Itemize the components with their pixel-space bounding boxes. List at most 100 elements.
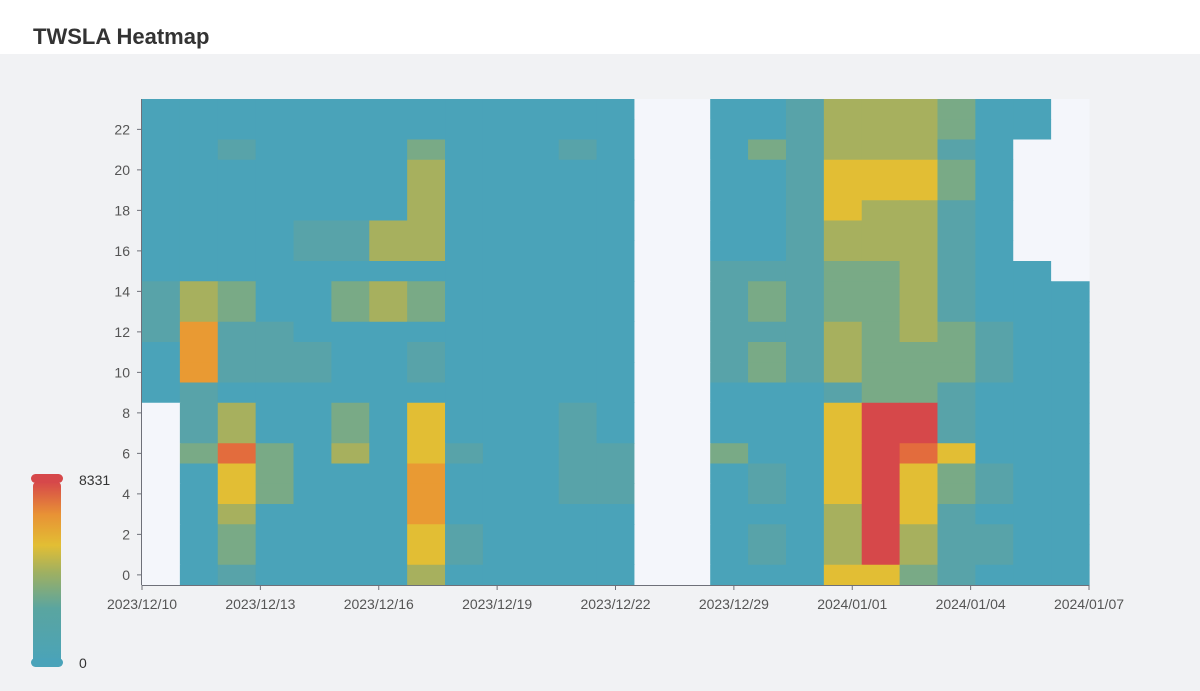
heatmap-cell[interactable] [823, 301, 863, 323]
heatmap-cell[interactable] [975, 544, 1014, 566]
heatmap-cell[interactable] [748, 119, 787, 141]
heatmap-cell[interactable] [748, 402, 787, 424]
heatmap-cell[interactable] [407, 159, 446, 181]
heatmap-cell[interactable] [407, 463, 446, 485]
heatmap-cell[interactable] [710, 99, 749, 120]
heatmap-cell[interactable] [634, 220, 673, 242]
heatmap-cell[interactable] [785, 564, 825, 586]
heatmap-cell[interactable] [634, 99, 673, 120]
heatmap-cell[interactable] [407, 443, 446, 465]
heatmap-cell[interactable] [217, 321, 257, 343]
heatmap-cell[interactable] [899, 139, 939, 161]
heatmap-cell[interactable] [558, 321, 598, 343]
heatmap-cell[interactable] [255, 443, 295, 465]
heatmap-cell[interactable] [1051, 342, 1090, 363]
heatmap-cell[interactable] [975, 524, 1014, 546]
heatmap-cell[interactable] [710, 504, 749, 525]
heatmap-cell[interactable] [255, 423, 295, 444]
heatmap-cell[interactable] [407, 200, 446, 222]
heatmap-cell[interactable] [634, 504, 673, 525]
heatmap-cell[interactable] [217, 261, 257, 282]
heatmap-cell[interactable] [217, 564, 257, 586]
heatmap-cell[interactable] [823, 423, 863, 444]
heatmap-cell[interactable] [407, 483, 446, 505]
heatmap-cell[interactable] [937, 564, 976, 586]
heatmap-cell[interactable] [937, 382, 976, 404]
heatmap-cell[interactable] [861, 261, 901, 282]
heatmap-cell[interactable] [596, 504, 636, 525]
heatmap-cell[interactable] [407, 544, 446, 566]
heatmap-cell[interactable] [785, 443, 825, 465]
heatmap-cell[interactable] [520, 544, 560, 566]
heatmap-cell[interactable] [558, 240, 598, 262]
heatmap-cell[interactable] [482, 159, 522, 181]
heatmap-cell[interactable] [785, 342, 825, 363]
heatmap-cell[interactable] [255, 240, 295, 262]
heatmap-cell[interactable] [445, 261, 484, 282]
heatmap-cell[interactable] [596, 463, 636, 485]
heatmap-cell[interactable] [407, 321, 446, 343]
heatmap-cell[interactable] [1013, 524, 1052, 546]
heatmap-cell[interactable] [1013, 301, 1052, 323]
heatmap-cell[interactable] [482, 524, 522, 546]
heatmap-cell[interactable] [558, 382, 598, 404]
heatmap-cell[interactable] [407, 382, 446, 404]
heatmap-cell[interactable] [407, 220, 446, 242]
heatmap-cell[interactable] [899, 423, 939, 444]
heatmap-cell[interactable] [217, 423, 257, 444]
heatmap-cell[interactable] [861, 443, 901, 465]
heatmap-cell[interactable] [748, 564, 787, 586]
heatmap-cell[interactable] [520, 139, 560, 161]
heatmap-cell[interactable] [293, 342, 332, 363]
heatmap-cell[interactable] [1051, 402, 1090, 424]
heatmap-cell[interactable] [558, 504, 598, 525]
heatmap-cell[interactable] [369, 423, 408, 444]
heatmap-cell[interactable] [672, 220, 711, 242]
heatmap-cell[interactable] [558, 342, 598, 363]
heatmap-cell[interactable] [179, 321, 219, 343]
heatmap-cell[interactable] [596, 240, 636, 262]
heatmap-cell[interactable] [179, 261, 219, 282]
heatmap-cell[interactable] [975, 220, 1014, 242]
heatmap-cell[interactable] [710, 200, 749, 222]
heatmap-cell[interactable] [482, 342, 522, 363]
heatmap-cell[interactable] [785, 281, 825, 303]
heatmap-cell[interactable] [520, 524, 560, 546]
heatmap-cell[interactable] [596, 564, 636, 586]
heatmap-cell[interactable] [142, 382, 181, 404]
heatmap-cell[interactable] [482, 281, 522, 303]
heatmap-cell[interactable] [520, 402, 560, 424]
heatmap-cell[interactable] [331, 544, 370, 566]
heatmap-cell[interactable] [1013, 180, 1052, 201]
heatmap-cell[interactable] [823, 564, 863, 586]
heatmap-cell[interactable] [482, 544, 522, 566]
heatmap-cell[interactable] [179, 281, 219, 303]
heatmap-cell[interactable] [1051, 139, 1090, 161]
heatmap-cell[interactable] [255, 321, 295, 343]
heatmap-cell[interactable] [861, 524, 901, 546]
heatmap-cell[interactable] [179, 483, 219, 505]
heatmap-cell[interactable] [445, 180, 484, 201]
heatmap-cell[interactable] [217, 443, 257, 465]
heatmap-cell[interactable] [823, 524, 863, 546]
heatmap-cell[interactable] [520, 119, 560, 141]
heatmap-cell[interactable] [445, 200, 484, 222]
heatmap-cell[interactable] [672, 402, 711, 424]
heatmap-cell[interactable] [1013, 443, 1052, 465]
heatmap-cell[interactable] [558, 423, 598, 444]
heatmap-cell[interactable] [596, 220, 636, 242]
heatmap-cell[interactable] [748, 342, 787, 363]
heatmap-cell[interactable] [217, 220, 257, 242]
heatmap-cell[interactable] [899, 504, 939, 525]
heatmap-cell[interactable] [1051, 159, 1090, 181]
heatmap-cell[interactable] [255, 362, 295, 384]
heatmap-cell[interactable] [937, 159, 976, 181]
heatmap-cell[interactable] [445, 564, 484, 586]
heatmap-cell[interactable] [1013, 139, 1052, 161]
heatmap-cell[interactable] [823, 402, 863, 424]
heatmap-cell[interactable] [823, 139, 863, 161]
heatmap-cell[interactable] [1051, 524, 1090, 546]
heatmap-cell[interactable] [293, 463, 332, 485]
heatmap-cell[interactable] [861, 483, 901, 505]
visual-map-min-handle[interactable] [31, 658, 63, 667]
